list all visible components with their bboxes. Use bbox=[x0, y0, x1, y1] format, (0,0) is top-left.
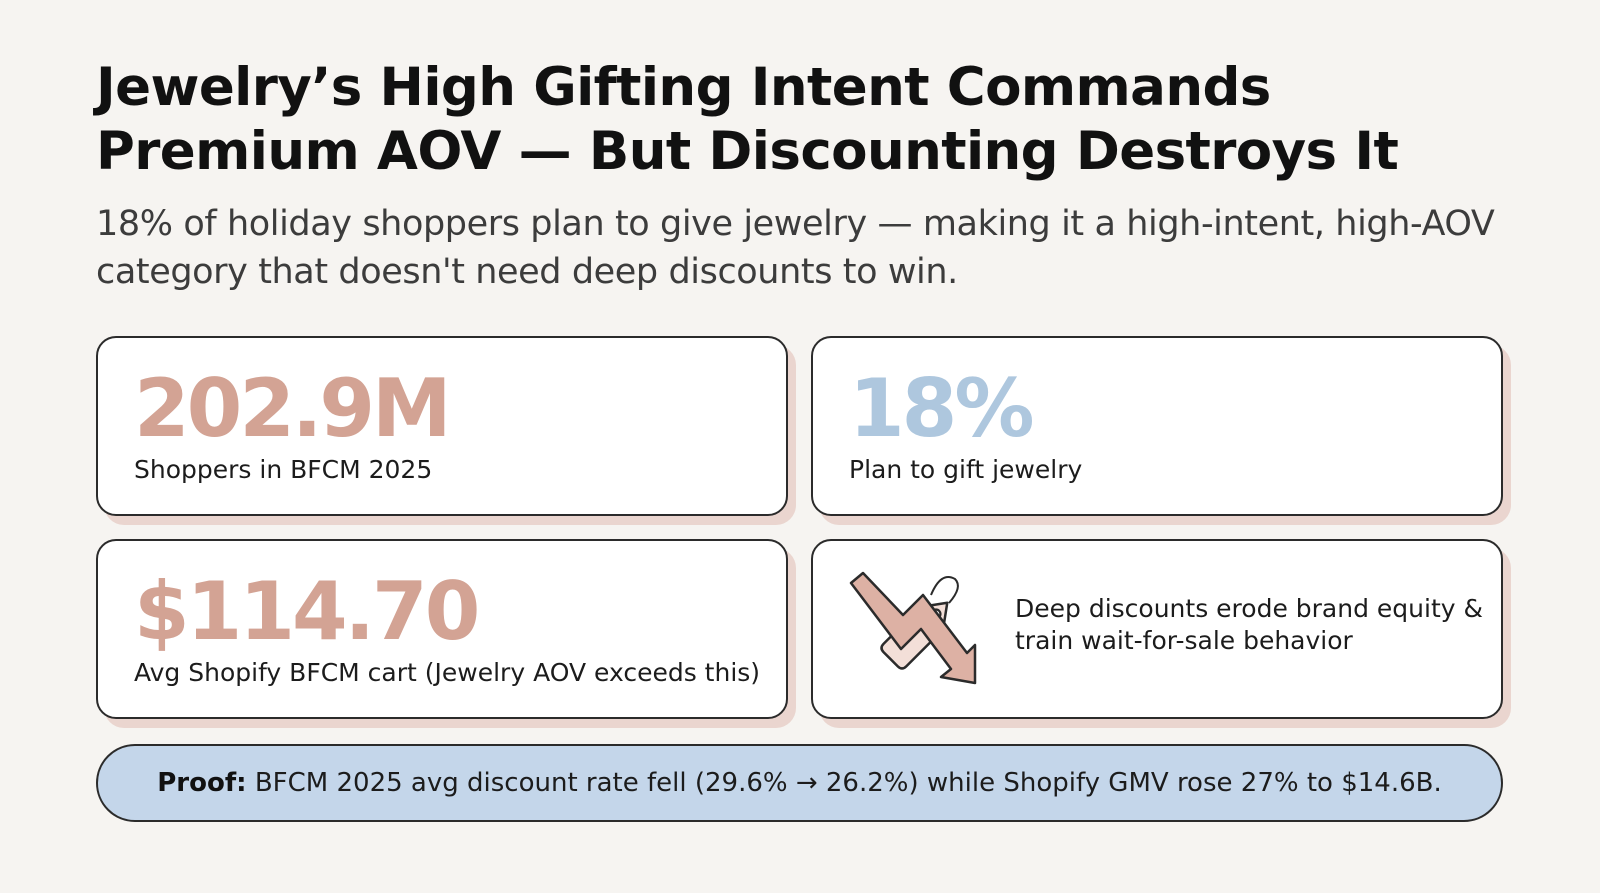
slide-subtitle: 18% of holiday shoppers plan to give jew… bbox=[96, 204, 1495, 292]
stat-label-shoppers: Shoppers in BFCM 2025 bbox=[134, 455, 433, 484]
stat-card-shoppers: 202.9M Shoppers in BFCM 2025 bbox=[96, 336, 788, 516]
callout-text: Deep discounts erode brand equity & trai… bbox=[1015, 594, 1483, 655]
stat-label-gift-jewelry: Plan to gift jewelry bbox=[849, 455, 1083, 484]
slide-title: Jewelry’s High Gifting Intent Commands P… bbox=[96, 57, 1399, 182]
stat-card-gift-jewelry: 18% Plan to gift jewelry bbox=[811, 336, 1503, 516]
proof-banner: Proof: BFCM 2025 avg discount rate fell … bbox=[96, 744, 1503, 822]
discount-tag-down-arrow-icon bbox=[849, 571, 977, 685]
proof-separator: : bbox=[236, 768, 247, 798]
proof-label: Proof bbox=[157, 768, 237, 798]
stat-value-avg-cart: $114.70 bbox=[134, 565, 480, 658]
proof-text: BFCM 2025 avg discount rate fell (29.6% … bbox=[246, 768, 1442, 798]
stat-label-avg-cart: Avg Shopify BFCM cart (Jewelry AOV excee… bbox=[134, 658, 761, 687]
stat-value-gift-jewelry: 18% bbox=[849, 362, 1034, 455]
stat-card-avg-cart: $114.70 Avg Shopify BFCM cart (Jewelry A… bbox=[96, 539, 788, 719]
callout-card-discounts: Deep discounts erode brand equity & trai… bbox=[811, 539, 1503, 719]
stat-value-shoppers: 202.9M bbox=[134, 362, 452, 455]
